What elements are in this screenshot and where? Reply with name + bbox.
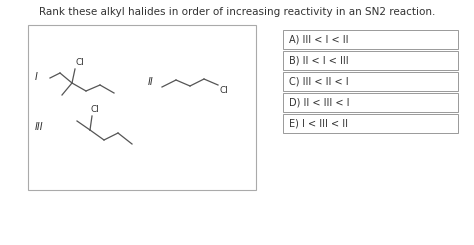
Text: A) III < I < II: A) III < I < II — [289, 35, 348, 45]
FancyBboxPatch shape — [28, 25, 256, 190]
Text: Cl: Cl — [91, 105, 100, 114]
Text: B) II < I < III: B) II < I < III — [289, 56, 348, 65]
Text: Cl: Cl — [76, 58, 85, 67]
FancyBboxPatch shape — [283, 114, 458, 133]
Text: I: I — [35, 72, 38, 82]
Text: II: II — [148, 77, 154, 87]
Text: III: III — [35, 122, 44, 132]
FancyBboxPatch shape — [283, 30, 458, 49]
FancyBboxPatch shape — [283, 72, 458, 91]
Text: Cl: Cl — [220, 86, 229, 95]
FancyBboxPatch shape — [283, 93, 458, 112]
Text: Rank these alkyl halides in order of increasing reactivity in an SN2 reaction.: Rank these alkyl halides in order of inc… — [39, 7, 435, 17]
Text: E) I < III < II: E) I < III < II — [289, 119, 348, 128]
Text: D) II < III < I: D) II < III < I — [289, 98, 349, 108]
FancyBboxPatch shape — [283, 51, 458, 70]
Text: C) III < II < I: C) III < II < I — [289, 76, 348, 86]
